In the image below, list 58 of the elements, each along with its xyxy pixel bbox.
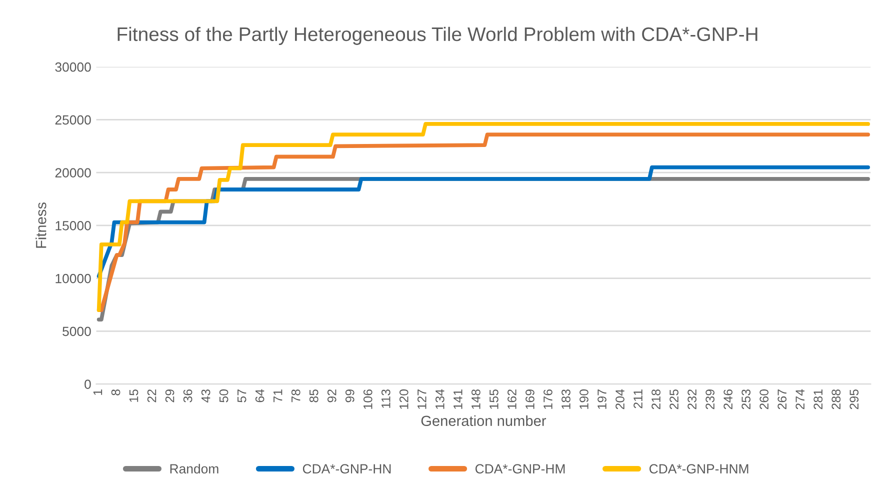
x-tick-label: 232 [688,390,696,410]
x-tick-label: 239 [706,390,714,410]
x-tick-label: 274 [796,389,804,410]
x-tick-label: 281 [814,390,823,410]
line-series [96,165,870,278]
x-tick-label: 113 [381,389,390,408]
x-tick-label: 85 [309,389,318,402]
x-tick-label: 50 [219,389,228,402]
x-tick-label: 78 [291,389,300,402]
x-tick-label: 29 [165,390,174,402]
y-tick-label: 30000 [55,62,91,72]
y-tick-label: 20000 [55,168,91,178]
chart-title: Fitness of the Partly Heterogeneous Tile World Problem with CDA*-GNP-H [118,26,758,45]
x-tick-label: 218 [652,389,660,410]
y-axis-title: Fitness [36,202,46,248]
x-tick-label: 120 [399,389,408,409]
x-tick-label: 134 [435,389,444,409]
x-tick-label: 43 [201,389,210,403]
x-tick-label: 211 [634,390,642,408]
x-tick-label: 127 [417,390,426,409]
x-tick-label: 267 [778,390,787,410]
legend-label: CDA*-GNP-HNM [650,464,748,474]
x-tick-label: 225 [670,389,678,410]
x-tick-label: 57 [238,390,246,402]
x-tick-label: 155 [490,389,498,409]
x-tick-label: 92 [327,390,336,402]
x-tick-label: 197 [598,390,606,409]
x-tick-label: 169 [526,390,534,409]
y-tick-label: 10000 [56,274,91,284]
x-tick-label: 36 [183,389,192,402]
x-tick-label: 260 [760,389,768,410]
x-tick-label: 148 [472,389,480,409]
x-tick-label: 246 [724,389,732,410]
x-tick-label: 8 [111,389,120,396]
y-tick-label: 0 [84,380,91,389]
x-tick-label: 64 [255,389,264,402]
x-tick-label: 204 [616,389,624,410]
legend-label: CDA*-GNP-HM [475,464,565,474]
x-tick-label: 183 [562,389,570,409]
legend-label: CDA*-GNP-HN [302,464,391,474]
y-tick-label: 15000 [56,221,91,230]
x-tick-label: 176 [544,389,552,409]
x-tick-label: 1 [93,390,102,395]
x-axis-title: Generation number [421,415,546,426]
x-tick-label: 15 [129,389,138,402]
x-tick-label: 288 [832,389,841,410]
y-tick-label: 25000 [55,115,91,125]
x-tick-label: 99 [345,390,354,402]
x-tick-label: 106 [363,389,372,409]
x-tick-label: 162 [508,390,516,409]
x-tick-label: 141 [454,390,462,409]
x-tick-label: 253 [742,389,750,410]
x-tick-label: 190 [580,389,588,409]
legend-label: Random [170,464,218,474]
x-tick-label: 295 [850,389,859,410]
x-tick-label: 22 [147,390,156,402]
x-tick-label: 71 [274,390,282,402]
y-tick-label: 5000 [62,326,91,336]
